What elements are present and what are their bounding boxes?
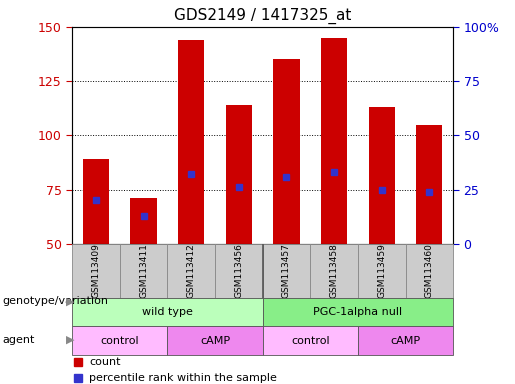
Bar	[72, 244, 119, 298]
Text: agent: agent	[3, 335, 35, 345]
Bar	[167, 326, 263, 355]
Text: ▶: ▶	[66, 296, 75, 306]
Text: GSM113460: GSM113460	[425, 243, 434, 298]
Bar	[263, 244, 310, 298]
Text: control: control	[100, 336, 139, 346]
Bar	[310, 244, 358, 298]
Text: GSM113456: GSM113456	[234, 243, 243, 298]
Bar	[215, 244, 263, 298]
Text: GSM113459: GSM113459	[377, 243, 386, 298]
Bar	[226, 105, 252, 244]
Text: count: count	[89, 358, 121, 367]
Text: control: control	[291, 336, 330, 346]
Text: ▶: ▶	[66, 335, 75, 345]
Text: GSM113458: GSM113458	[330, 243, 338, 298]
Bar	[83, 159, 109, 244]
Bar	[72, 326, 167, 355]
Bar	[263, 298, 453, 326]
Bar	[263, 326, 358, 355]
Text: GSM113409: GSM113409	[92, 243, 100, 298]
Bar	[273, 60, 300, 244]
Bar	[119, 244, 167, 298]
Bar	[130, 198, 157, 244]
Bar	[321, 38, 347, 244]
Title: GDS2149 / 1417325_at: GDS2149 / 1417325_at	[174, 8, 351, 24]
Bar	[416, 124, 442, 244]
Text: cAMP: cAMP	[200, 336, 230, 346]
Text: wild type: wild type	[142, 307, 193, 317]
Text: GSM113457: GSM113457	[282, 243, 291, 298]
Bar	[178, 40, 204, 244]
Text: cAMP: cAMP	[390, 336, 421, 346]
Bar	[405, 244, 453, 298]
Text: PGC-1alpha null: PGC-1alpha null	[313, 307, 403, 317]
Text: genotype/variation: genotype/variation	[3, 296, 109, 306]
Bar	[358, 326, 453, 355]
Text: GSM113412: GSM113412	[187, 243, 196, 298]
Bar	[369, 107, 395, 244]
Bar	[358, 244, 405, 298]
Bar	[72, 298, 263, 326]
Text: percentile rank within the sample: percentile rank within the sample	[89, 373, 277, 383]
Text: GSM113411: GSM113411	[139, 243, 148, 298]
Bar	[167, 244, 215, 298]
